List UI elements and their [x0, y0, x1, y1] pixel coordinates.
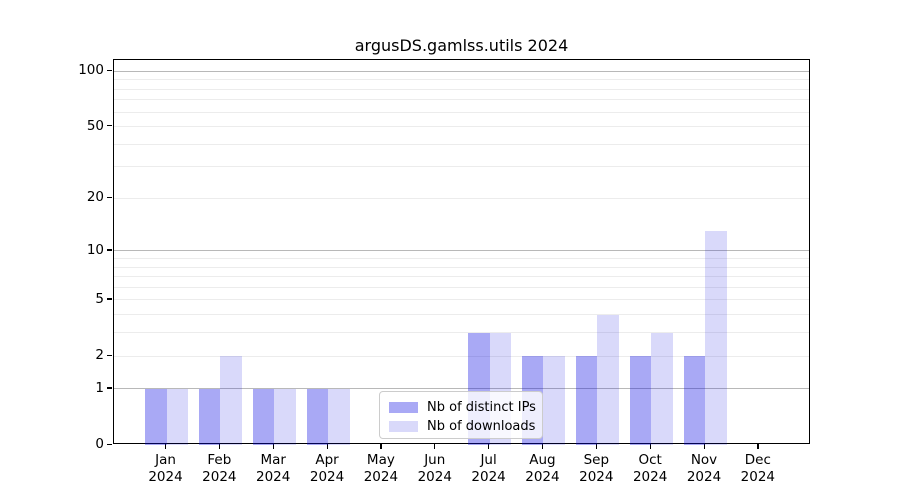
gridline-minor — [114, 299, 809, 301]
x-axis-tick — [488, 444, 490, 449]
gridline-minor — [114, 314, 809, 316]
x-axis-tick — [380, 444, 382, 449]
y-axis-tick — [107, 443, 112, 445]
x-axis-tick-label: Aug 2024 — [525, 452, 560, 485]
x-axis-tick-label: May 2024 — [363, 452, 399, 485]
y-axis-tick-label: 2 — [95, 347, 104, 364]
gridline-minor — [114, 99, 809, 101]
legend-swatch-downloads — [389, 421, 418, 432]
y-axis-tick-label: 1 — [95, 379, 104, 396]
x-axis-tick — [326, 444, 328, 449]
legend-item-downloads: Nb of downloads — [389, 418, 536, 435]
y-axis-tick — [107, 354, 112, 356]
y-axis-tick — [107, 387, 112, 389]
x-axis-tick — [165, 444, 167, 449]
x-axis-tick — [218, 444, 221, 449]
legend-swatch-distinct-ips — [389, 402, 418, 413]
chart-title: argusDS.gamlss.utils 2024 — [354, 36, 569, 55]
bar-distinct-ips-oct — [629, 356, 652, 445]
bar-downloads-mar — [274, 388, 296, 445]
gridline-major — [114, 70, 809, 72]
x-axis-tick-label: Oct 2024 — [632, 452, 668, 485]
x-axis-tick-label: Jun 2024 — [417, 452, 452, 485]
gridline-minor — [114, 111, 809, 113]
gridline-minor — [114, 286, 809, 288]
bar-downloads-oct — [651, 332, 673, 445]
legend-label-downloads: Nb of downloads — [427, 419, 536, 434]
legend-item-distinct-ips: Nb of distinct IPs — [389, 399, 536, 416]
bar-downloads-aug — [543, 356, 565, 445]
gridline-minor — [114, 332, 809, 334]
gridline-major — [114, 250, 809, 252]
y-axis-tick — [107, 298, 112, 300]
bar-downloads-nov — [705, 231, 727, 445]
bar-distinct-ips-sep — [575, 356, 598, 445]
x-axis-tick-label: Sep 2024 — [579, 452, 614, 485]
y-axis-tick-label: 5 — [95, 290, 104, 307]
gridline-minor — [114, 197, 809, 199]
legend: Nb of distinct IPs Nb of downloads — [379, 391, 543, 439]
gridline-minor — [114, 126, 809, 128]
bar-downloads-feb — [220, 356, 242, 445]
x-axis-tick — [434, 444, 436, 449]
x-axis-tick-label: Dec 2024 — [740, 452, 776, 485]
x-axis-tick-label: Nov 2024 — [686, 452, 722, 485]
gridline-minor — [114, 258, 809, 260]
bar-distinct-ips-mar — [252, 388, 275, 445]
gridline-major — [114, 388, 809, 390]
x-axis-tick-label: Mar 2024 — [256, 452, 291, 485]
y-axis-tick-label: 20 — [86, 189, 104, 206]
gridline-minor — [114, 266, 809, 268]
x-axis-tick-label: Jul 2024 — [471, 452, 506, 485]
y-axis-tick-label: 50 — [86, 117, 104, 134]
x-axis-tick — [649, 444, 651, 449]
plot-area: Nb of distinct IPs Nb of downloads — [113, 59, 810, 445]
gridline-minor — [114, 355, 809, 357]
bar-downloads-jan — [166, 388, 188, 445]
bar-distinct-ips-feb — [198, 388, 221, 445]
gridline-minor — [114, 166, 809, 168]
y-axis-tick — [107, 249, 112, 251]
bar-distinct-ips-nov — [683, 356, 705, 445]
y-axis-tick — [107, 69, 112, 71]
x-axis-tick — [272, 444, 274, 449]
x-axis-tick-label: Jan 2024 — [148, 452, 183, 485]
x-axis-tick — [703, 444, 705, 449]
bar-downloads-sep — [597, 314, 619, 445]
bar-distinct-ips-jan — [145, 388, 167, 445]
y-axis-tick-label: 10 — [86, 241, 104, 258]
legend-label-distinct-ips: Nb of distinct IPs — [427, 400, 536, 415]
x-axis-tick — [757, 444, 759, 449]
x-axis-tick — [595, 444, 597, 449]
y-axis-tick-label: 0 — [95, 436, 104, 452]
gridline-minor — [114, 79, 809, 81]
y-axis-tick — [107, 196, 112, 199]
bar-distinct-ips-apr — [306, 388, 329, 445]
y-axis-tick-label: 100 — [78, 62, 104, 79]
x-axis-tick — [541, 444, 544, 449]
x-axis-tick-label: Apr 2024 — [309, 452, 345, 485]
gridline-minor — [114, 88, 809, 90]
y-axis-tick — [107, 125, 112, 127]
gridline-minor — [114, 143, 809, 145]
bar-downloads-apr — [328, 388, 350, 445]
gridline-minor — [114, 276, 809, 278]
x-axis-tick-label: Feb 2024 — [202, 452, 237, 485]
